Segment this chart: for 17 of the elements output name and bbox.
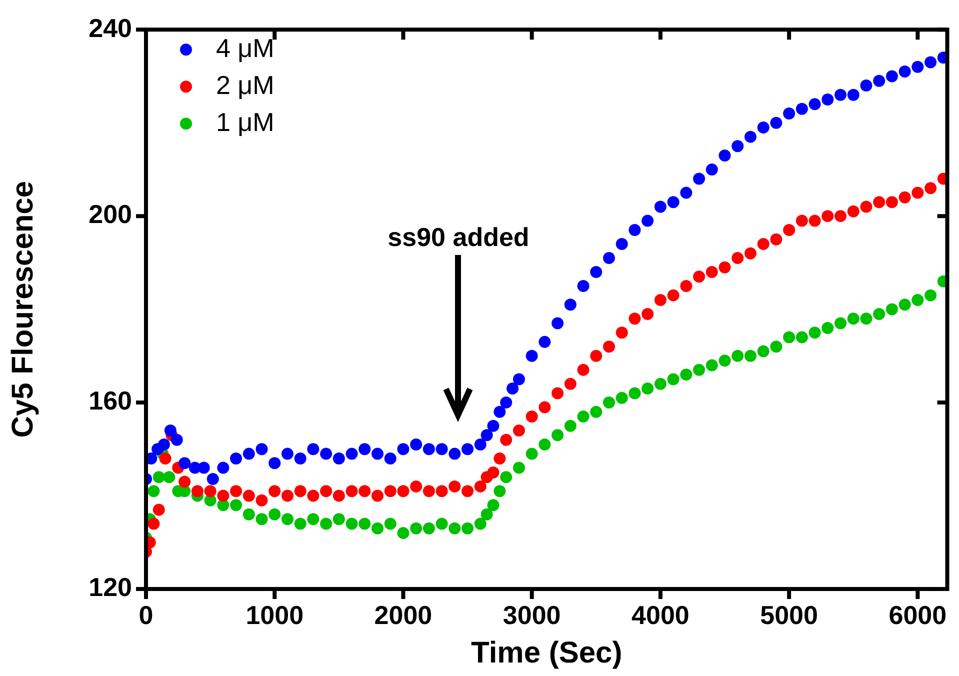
y-tick-label: 160 [88, 386, 132, 416]
legend-label: 4 μM [216, 32, 274, 63]
x-axis-title: Time (Sec) [471, 636, 622, 670]
legend-label: 1 μM [216, 106, 274, 137]
x-tick-label: 6000 [888, 600, 947, 630]
annotation: ss90 added [388, 222, 530, 252]
y-axis-title: Cy5 Flourescence [6, 180, 40, 438]
y-tick-label: 120 [88, 572, 132, 602]
x-tick-label: 4000 [632, 600, 690, 630]
y-tick-label: 200 [88, 199, 132, 230]
y-tick-label: 240 [88, 12, 132, 43]
x-tick-label: 1000 [246, 600, 304, 630]
x-tick-label: 3000 [502, 600, 561, 630]
x-tick-label: 5000 [760, 600, 818, 630]
x-tick-label: 0 [138, 600, 154, 630]
legend-label: 2 μM [216, 70, 274, 100]
x-tick-label: 2000 [374, 600, 432, 630]
